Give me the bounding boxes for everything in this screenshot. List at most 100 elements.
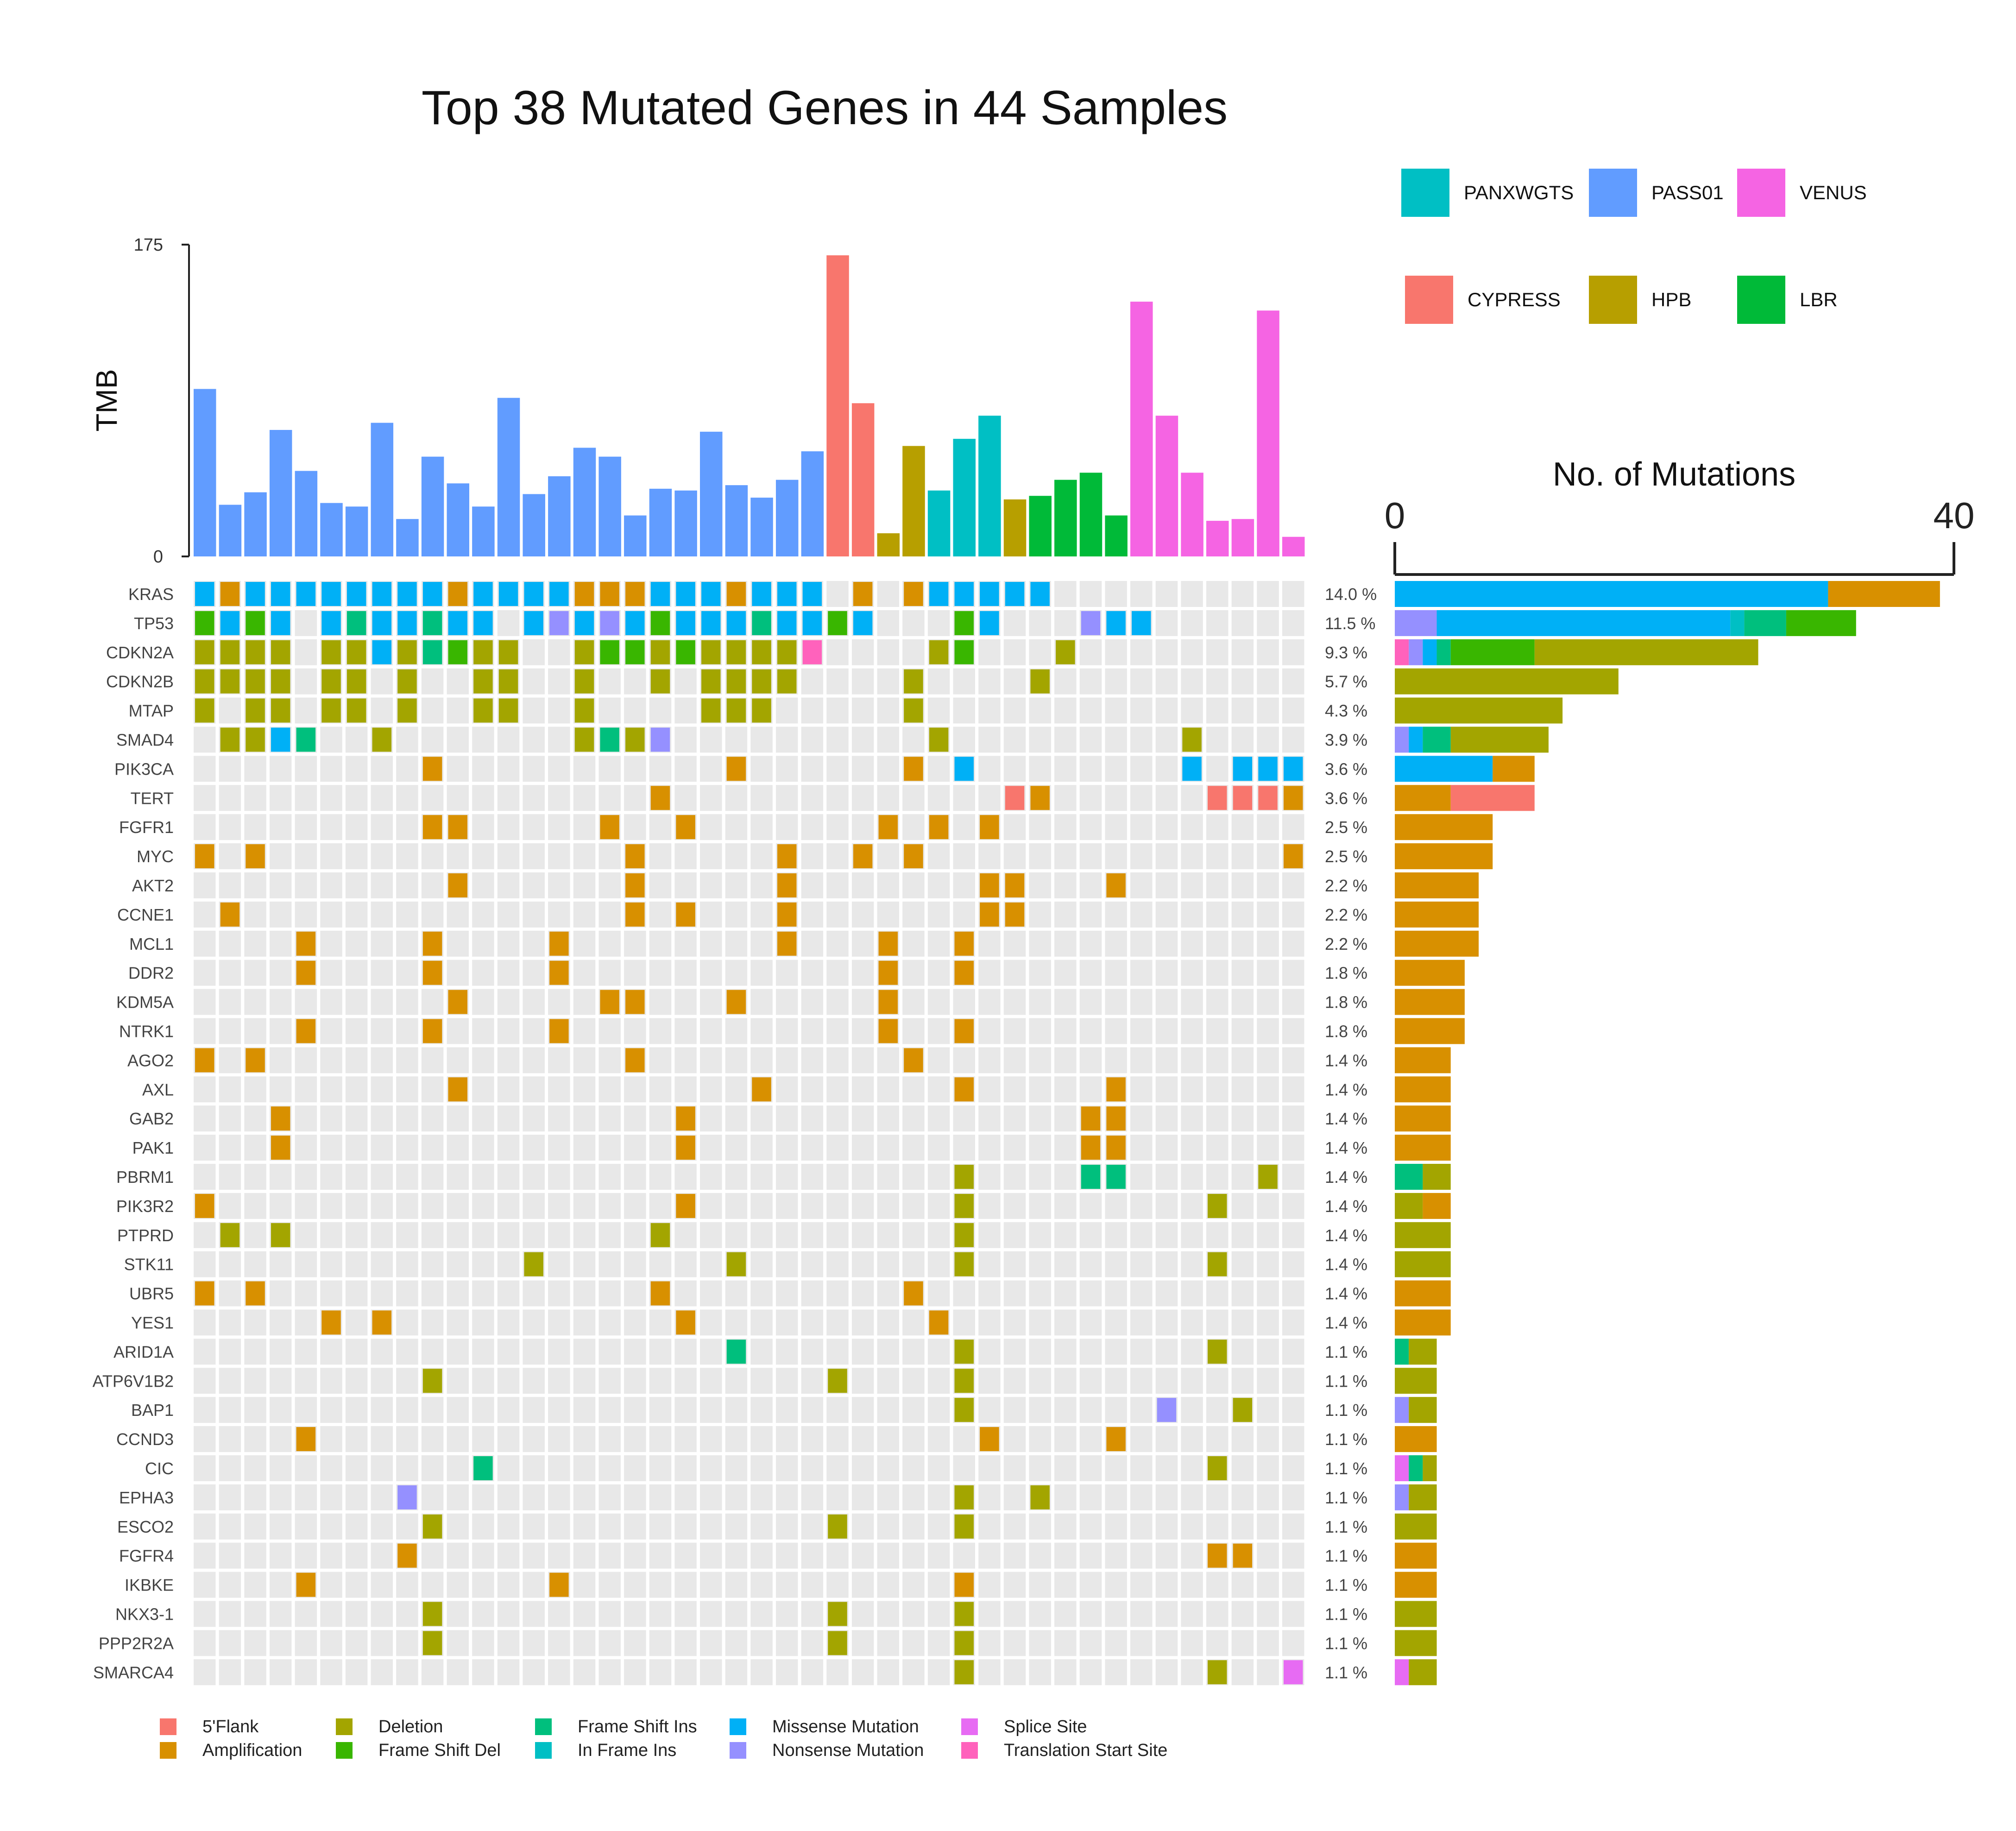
grid-cell-bg — [1282, 930, 1304, 957]
grid-cell-bg — [421, 1484, 444, 1510]
grid-cell-bg — [902, 872, 925, 898]
tmb-bar — [523, 494, 545, 556]
gene-label: CDKN2A — [106, 643, 174, 662]
grid-cell-bg — [801, 726, 824, 753]
mutation-count-segment — [1423, 1455, 1437, 1481]
gene-percent-label: 1.1 % — [1325, 1663, 1367, 1682]
grid-cell-bg — [1079, 989, 1102, 1015]
grid-cell-bg — [295, 785, 317, 811]
grid-cell-bg — [649, 1105, 672, 1132]
mutation-cell — [954, 1252, 974, 1276]
grid-cell-bg — [1130, 960, 1153, 986]
grid-cell-bg — [295, 1105, 317, 1132]
grid-cell-bg — [472, 1018, 494, 1044]
mutation-count-segment — [1395, 930, 1479, 957]
grid-cell-bg — [345, 1280, 368, 1307]
grid-cell-bg — [1155, 1309, 1178, 1336]
grid-cell-bg — [851, 1222, 874, 1248]
grid-cell-bg — [194, 1251, 216, 1277]
grid-cell-bg — [826, 930, 849, 957]
grid-cell-bg — [978, 1542, 1001, 1569]
tmb-bar — [1130, 302, 1153, 556]
grid-cell-bg — [295, 1280, 317, 1307]
grid-cell-bg — [497, 785, 520, 811]
grid-cell-bg — [320, 1484, 342, 1510]
grid-cell-bg — [548, 1251, 570, 1277]
grid-cell-bg — [598, 1484, 621, 1510]
grid-cell-bg — [1003, 1542, 1026, 1569]
grid-cell-bg — [1257, 1484, 1279, 1510]
grid-cell-bg — [700, 1047, 722, 1073]
grid-cell-bg — [1054, 1426, 1077, 1452]
grid-cell-bg — [1155, 1455, 1178, 1481]
grid-cell-bg — [1231, 639, 1254, 665]
grid-cell-bg — [345, 1193, 368, 1219]
grid-cell-bg — [877, 1542, 900, 1569]
grid-cell-bg — [447, 1164, 469, 1190]
grid-cell-bg — [320, 1193, 342, 1219]
grid-cell-bg — [295, 1368, 317, 1394]
grid-cell-bg — [396, 1222, 418, 1248]
grid-cell-bg — [1079, 930, 1102, 957]
grid-cell-bg — [1181, 1164, 1203, 1190]
grid-cell-bg — [1054, 1630, 1077, 1656]
grid-cell-bg — [851, 930, 874, 957]
grid-cell-bg — [573, 901, 596, 928]
grid-cell-bg — [573, 930, 596, 957]
mutation-cell — [954, 611, 974, 635]
grid-cell-bg — [1257, 1251, 1279, 1277]
mutation-count-segment — [1744, 610, 1786, 636]
grid-cell-bg — [649, 1309, 672, 1336]
grid-cell-bg — [345, 1339, 368, 1365]
grid-cell-bg — [1003, 1193, 1026, 1219]
grid-cell-bg — [548, 1076, 570, 1103]
grid-cell-bg — [573, 1542, 596, 1569]
mutation-cell — [828, 1631, 847, 1655]
grid-cell-bg — [1231, 1630, 1254, 1656]
grid-cell-bg — [953, 843, 975, 870]
tmb-bar — [725, 485, 748, 556]
grid-cell-bg — [750, 843, 773, 870]
grid-cell-bg — [1206, 1601, 1228, 1627]
grid-cell-bg — [1181, 1135, 1203, 1161]
mutation-cell — [321, 582, 341, 606]
mutation-cell — [271, 640, 290, 664]
mutation-cell — [246, 844, 265, 869]
grid-cell-bg — [295, 1309, 317, 1336]
tmb-bar — [295, 471, 318, 556]
grid-cell-bg — [472, 1572, 494, 1598]
grid-cell-bg — [1079, 960, 1102, 986]
mutation-cell — [777, 640, 797, 664]
grid-cell-bg — [320, 785, 342, 811]
grid-cell-bg — [978, 1630, 1001, 1656]
grid-cell-bg — [371, 785, 393, 811]
gene-percent-label: 14.0 % — [1325, 585, 1377, 604]
grid-cell-bg — [1003, 1105, 1026, 1132]
grid-cell-bg — [447, 1222, 469, 1248]
grid-cell-bg — [927, 756, 950, 782]
grid-cell-bg — [320, 960, 342, 986]
grid-cell-bg — [523, 1280, 545, 1307]
mutation-cell — [777, 931, 797, 956]
grid-cell-bg — [1130, 581, 1153, 607]
mutation-cell — [802, 582, 822, 606]
mutation-cell — [980, 902, 999, 927]
mutation-cell — [853, 582, 873, 606]
grid-cell-bg — [725, 726, 748, 753]
grid-cell-bg — [826, 1047, 849, 1073]
grid-cell-bg — [674, 960, 697, 986]
mutation-cell — [346, 640, 366, 664]
mutation-cell — [1182, 757, 1202, 781]
mutation-cell — [1005, 902, 1025, 927]
grid-cell-bg — [851, 901, 874, 928]
grid-cell-bg — [598, 1135, 621, 1161]
grid-cell-bg — [1257, 843, 1279, 870]
mutation-cell — [752, 698, 771, 723]
tmb-bar — [1003, 499, 1027, 556]
grid-cell-bg — [1206, 1397, 1228, 1423]
grid-cell-bg — [1282, 1542, 1304, 1569]
grid-cell-bg — [447, 1455, 469, 1481]
grid-cell-bg — [371, 1426, 393, 1452]
grid-cell-bg — [194, 1513, 216, 1540]
grid-cell-bg — [801, 1659, 824, 1686]
